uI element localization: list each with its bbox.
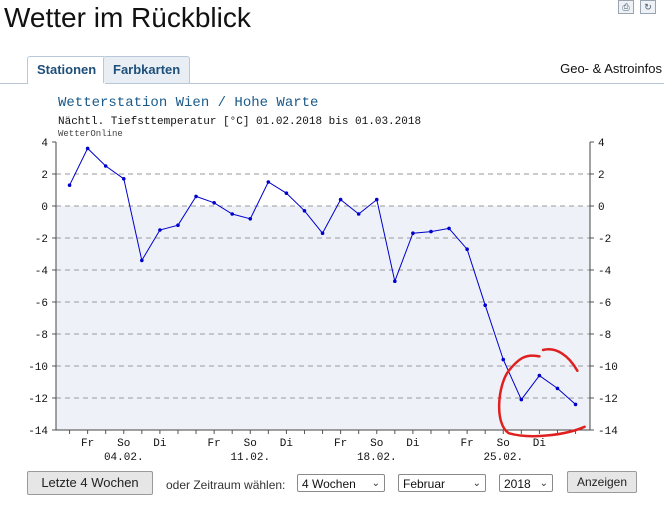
below-zero-area [56,206,590,430]
data-point [320,231,325,235]
temperature-chart: Wetterstation Wien / Hohe Warte Nächtl. … [28,95,618,464]
controls-bar: Letzte 4 Wochen oder Zeitraum wählen: 4 … [0,470,664,496]
data-point [483,303,487,307]
data-point [176,223,180,227]
data-point [573,402,578,407]
highlight-annotation [497,369,586,438]
chart-subtitle: Nächtl. Tiefsttemperatur [°C] 01.02.2018… [58,116,421,128]
data-point [519,397,524,402]
data-point [266,180,271,184]
y-tick-label-right: -4 [598,266,612,278]
data-point [501,357,506,362]
last-4-weeks-button[interactable]: Letzte 4 Wochen [27,471,153,495]
data-point [284,191,289,195]
data-point [194,194,198,199]
y-tick-label-right: -14 [598,426,618,438]
period-label: oder Zeitraum wählen: [166,478,286,492]
data-point [67,183,72,187]
chevron-down-icon: ⌄ [371,478,380,489]
data-point [465,247,469,251]
x-tick-label: Di [406,438,420,450]
data-point [302,209,307,213]
x-tick-label: So [370,438,383,450]
y-tick-label-left: -8 [35,330,48,342]
y-tick-label-right: -8 [598,330,611,342]
tab-stationen[interactable]: Stationen [27,56,107,84]
x-tick-label: Fr [334,438,347,450]
chart-title: Wetterstation Wien / Hohe Warte [58,95,318,111]
data-point [429,229,433,234]
x-tick-label: Fr [461,438,474,450]
month-select[interactable]: Februar ⌄ [398,474,486,492]
data-point [356,212,361,216]
show-button[interactable]: Anzeigen [567,471,637,493]
x-tick-label: Fr [81,438,94,450]
y-tick-label-left: -14 [28,426,48,438]
data-point [338,197,343,202]
y-tick-label-right: -6 [598,298,611,310]
data-point [374,197,379,202]
data-point [447,226,451,231]
data-point [248,217,253,221]
refresh-icon[interactable]: ↻ [640,0,656,14]
y-tick-label-right: 2 [598,170,605,182]
chevron-down-icon: ⌄ [472,478,481,489]
data-point [555,386,560,391]
y-tick-label-right: -12 [598,394,618,406]
data-point [212,201,216,205]
highlight-annotation [507,348,579,373]
y-tick-label-left: 4 [41,138,48,150]
tab-farbkarten[interactable]: Farbkarten [103,56,191,83]
y-tick-label-left: -6 [35,298,48,310]
y-tick-label-right: 4 [598,138,605,150]
chevron-down-icon: ⌄ [539,478,548,489]
y-tick-label-left: -2 [35,234,48,246]
data-point [103,164,108,168]
x-tick-label: Di [533,438,547,450]
y-tick-label-left: -12 [28,394,48,406]
x-date-label: 04.02. [104,452,144,460]
period-select[interactable]: 4 Wochen ⌄ [297,474,385,492]
y-tick-label-right: 0 [598,202,605,214]
x-tick-label: Di [153,438,167,450]
data-point [158,228,162,232]
x-tick-label: So [497,438,510,450]
top-icons: ⎙ ↻ [618,0,656,14]
data-point [411,231,415,235]
y-tick-label-left: 0 [41,202,48,214]
x-tick-label: So [244,438,257,450]
tab-bar: Stationen Farbkarten Geo- & Astroinfos [0,56,664,84]
geo-astroinfos-link[interactable]: Geo- & Astroinfos [560,61,662,76]
x-tick-label: Di [280,438,294,450]
y-tick-label-right: -2 [598,234,611,246]
year-select-value: 2018 [504,477,531,491]
data-point [393,279,397,283]
data-point [85,146,90,151]
x-tick-label: Fr [208,438,221,450]
page-title: Wetter im Rückblick [4,2,251,33]
data-point [230,212,234,216]
chart-container: Wetterstation Wien / Hohe Warte Nächtl. … [0,84,664,464]
y-tick-label-left: -4 [35,266,49,278]
year-select[interactable]: 2018 ⌄ [499,474,553,492]
period-select-value: 4 Wochen [302,477,356,491]
x-tick-label: So [117,438,130,450]
x-date-label: 18.02. [357,452,397,460]
data-point [537,373,542,378]
print-icon[interactable]: ⎙ [618,0,634,14]
y-tick-label-right: -10 [598,362,618,374]
y-tick-label-left: 2 [41,170,48,182]
data-point [140,258,144,263]
x-date-label: 25.02. [483,452,523,460]
month-select-value: Februar [403,477,446,491]
data-point [121,177,126,181]
y-tick-label-left: -10 [28,362,48,374]
chart-source: WetterOnline [58,129,123,139]
x-date-label: 11.02. [230,452,270,460]
